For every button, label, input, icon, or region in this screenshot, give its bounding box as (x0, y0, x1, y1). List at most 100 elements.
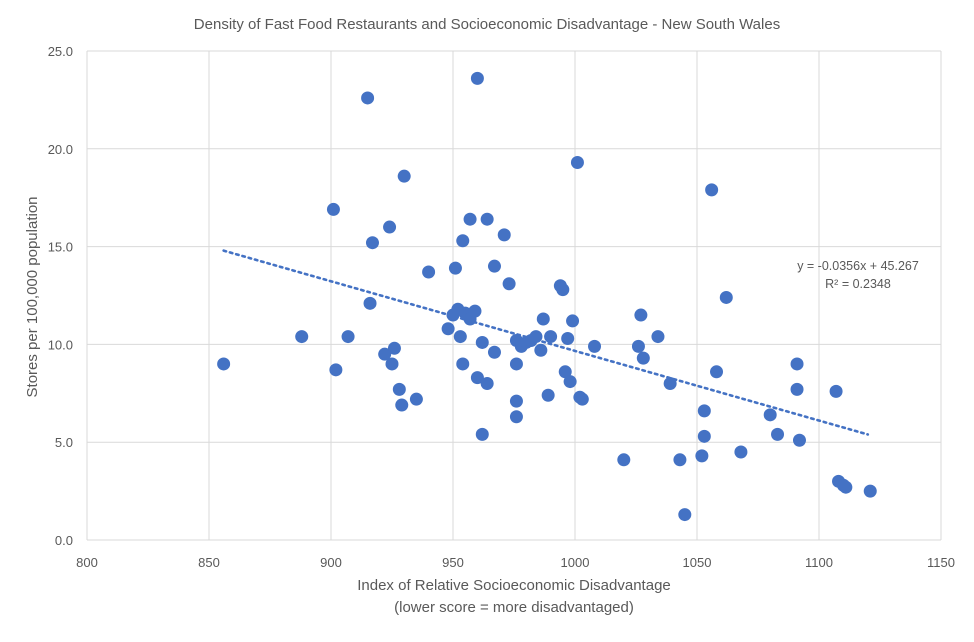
x-tick-label: 1150 (927, 555, 955, 570)
scatter-point (378, 347, 392, 361)
scatter-point (363, 296, 377, 310)
x-tick-label: 850 (198, 555, 220, 570)
scatter-point (341, 330, 355, 344)
scatter-point (697, 404, 711, 418)
axis-tick-labels: 800 850 900 950 1000 1050 1100 1150 0.0 5.0 10.0 15… (48, 44, 955, 570)
scatter-point (487, 259, 501, 273)
scatter-point (383, 220, 397, 234)
scatter-point (588, 339, 602, 353)
scatter-point (534, 343, 548, 357)
y-tick-label: 5.0 (55, 435, 73, 450)
scatter-point (631, 339, 645, 353)
data-points (217, 71, 877, 522)
scatter-point (734, 445, 748, 459)
scatter-point (217, 357, 231, 371)
trendline-equation: y = -0.0356x + 45.267 (797, 259, 919, 273)
trendline-layer (222, 249, 870, 436)
y-tick-label: 15.0 (48, 240, 73, 255)
scatter-point (441, 322, 455, 336)
scatter-point (863, 484, 877, 498)
gridlines (86, 50, 942, 541)
scatter-point (663, 377, 677, 391)
x-tick-label: 1050 (683, 555, 712, 570)
scatter-point (558, 365, 572, 379)
y-tick-label: 25.0 (48, 44, 73, 59)
y-tick-label: 20.0 (48, 142, 73, 157)
scatter-point (536, 312, 550, 326)
scatter-point (763, 408, 777, 422)
scatter-point (566, 314, 580, 328)
x-tick-label: 950 (442, 555, 464, 570)
scatter-point (792, 433, 806, 447)
scatter-point (710, 365, 724, 379)
scatter-point (329, 363, 343, 377)
scatter-point (487, 345, 501, 359)
scatter-point (636, 351, 650, 365)
x-tick-label: 800 (76, 555, 98, 570)
scatter-point (453, 330, 467, 344)
scatter-point (456, 234, 470, 248)
scatter-point (480, 377, 494, 391)
y-tick-label: 10.0 (48, 337, 73, 352)
scatter-point (470, 71, 484, 85)
scatter-point (529, 330, 543, 344)
scatter-point (509, 394, 523, 408)
scatter-point (456, 357, 470, 371)
scatter-point (617, 453, 631, 467)
scatter-point (397, 169, 411, 183)
scatter-point (771, 427, 785, 441)
scatter-point (463, 212, 477, 226)
scatter-point (422, 265, 436, 279)
y-axis-title: Stores per 100,000 population (24, 197, 41, 398)
scatter-point (839, 480, 853, 494)
scatter-point (365, 236, 379, 250)
scatter-point (541, 388, 555, 402)
scatter-point (829, 384, 843, 398)
scatter-point (497, 228, 511, 242)
scatter-point (790, 357, 804, 371)
scatter-point (448, 261, 462, 275)
scatter-point (544, 330, 558, 344)
scatter-point (295, 330, 309, 344)
scatter-point (697, 429, 711, 443)
x-tick-label: 900 (320, 555, 342, 570)
scatter-point (409, 392, 423, 406)
x-axis-title-line1: Index of Relative Socioeconomic Disadvan… (357, 577, 671, 594)
chart-title: Density of Fast Food Restaurants and Soc… (194, 16, 780, 33)
scatter-point (475, 427, 489, 441)
scatter-point (385, 357, 399, 371)
scatter-point (575, 392, 589, 406)
scatter-point (395, 398, 409, 412)
x-axis-title-line2: (lower score = more disadvantaged) (394, 599, 634, 616)
scatter-point (790, 382, 804, 396)
x-tick-label: 1000 (561, 555, 590, 570)
scatter-point (678, 508, 692, 522)
scatter-point (570, 155, 584, 169)
scatter-point (509, 357, 523, 371)
y-tick-label: 0.0 (55, 533, 73, 548)
trendline (222, 249, 870, 436)
scatter-point (392, 382, 406, 396)
x-tick-label: 1100 (805, 555, 833, 570)
scatter-point (651, 330, 665, 344)
scatter-point (480, 212, 494, 226)
scatter-point (695, 449, 709, 463)
trendline-r-squared: R² = 0.2348 (825, 277, 891, 291)
scatter-point (556, 283, 570, 297)
scatter-point (705, 183, 719, 197)
scatter-point (563, 375, 577, 389)
scatter-point (673, 453, 687, 467)
scatter-point (561, 332, 575, 346)
scatter-point (502, 277, 516, 291)
scatter-point (475, 335, 489, 349)
scatter-point (361, 91, 375, 105)
scatter-point (387, 341, 401, 355)
scatter-point (719, 290, 733, 304)
scatter-point (468, 304, 482, 318)
scatter-point (509, 410, 523, 424)
scatter-point (634, 308, 648, 322)
scatter-point (326, 202, 340, 216)
scatter-point (470, 371, 484, 385)
